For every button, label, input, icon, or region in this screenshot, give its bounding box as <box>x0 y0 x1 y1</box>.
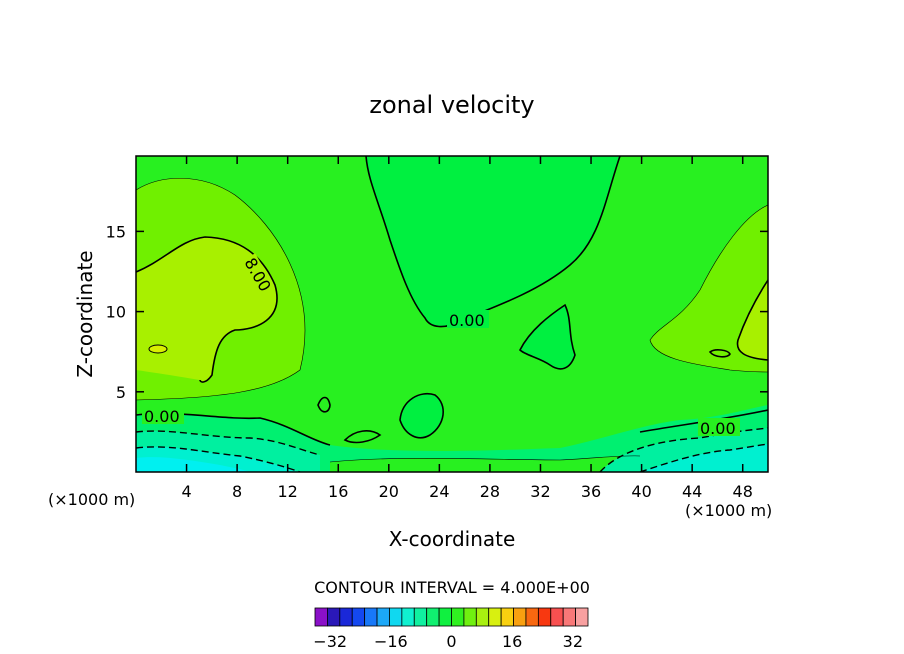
y-tick-label: 10 <box>106 303 126 322</box>
contour-line-neg-8-right <box>639 443 768 472</box>
x-axis-label: X-coordinate <box>389 527 516 551</box>
contour-label-3: 0.00 <box>700 419 736 438</box>
x-tick-label: 40 <box>631 482 651 501</box>
fill-band-8-12-left <box>136 237 277 383</box>
x-tick-label: 44 <box>682 482 702 501</box>
fill-band-12-16-left <box>148 344 168 354</box>
colorbar-swatch <box>463 607 477 627</box>
x-tick-label: 48 <box>733 482 753 501</box>
contour-interval-text: CONTOUR INTERVAL = 4.000E+00 <box>314 578 590 597</box>
colorbar-swatch <box>376 607 390 627</box>
colorbar-swatch <box>413 607 428 627</box>
colorbar-swatch <box>364 607 378 627</box>
contour-label-2: 0.00 <box>144 407 180 426</box>
colorbar-swatch <box>475 607 490 627</box>
fill-band-neg-blob-center <box>400 393 444 438</box>
colorbar-tick-label: −16 <box>374 632 408 651</box>
colorbar-swatch <box>575 607 589 627</box>
contour-lines-negative <box>136 427 768 472</box>
contour-line-zero-blob-right <box>519 303 576 370</box>
fill-band-neg-upper <box>366 156 620 327</box>
contour-plot-area: 0.00 8.00 0.00 0.00 4 8 12 16 20 24 28 32 36 40 44… <box>106 155 769 501</box>
colorbar-tick-label: 16 <box>502 632 522 651</box>
colorbar-swatch <box>339 607 353 627</box>
colorbar-swatch <box>525 607 539 627</box>
colorbar-swatch <box>389 607 403 627</box>
colorbar-swatch <box>500 607 514 627</box>
colorbar-swatch <box>513 607 527 627</box>
fill-band-8-12-right <box>737 280 768 360</box>
contour-line-small-blob-left <box>317 396 331 413</box>
colorbar-swatch <box>488 607 502 627</box>
y-axis-ticks: 5 10 15 <box>106 222 768 402</box>
contour-line-neg-8-left <box>136 446 301 472</box>
contour-line-four-right <box>649 204 768 373</box>
fill-band-neg-16-12-bottom <box>136 457 250 472</box>
x-tick-label: 4 <box>181 482 191 501</box>
x-tick-label: 12 <box>278 482 298 501</box>
contour-line-neg-4-left <box>136 430 321 456</box>
x-tick-label: 20 <box>379 482 399 501</box>
x-tick-label: 16 <box>328 482 348 501</box>
colorbar-swatch <box>537 607 552 627</box>
contour-lines <box>136 156 768 446</box>
colorbar-swatch <box>562 607 576 627</box>
x-tick-label: 36 <box>581 482 601 501</box>
colorbar-swatch <box>550 607 564 627</box>
colorbar-swatch <box>314 607 328 627</box>
fill-band-4-8-right <box>650 205 768 372</box>
contour-line-eight-right <box>736 279 768 361</box>
colorbar-tick-labels: −32 −16 0 16 32 <box>313 632 583 651</box>
x-tick-label: 28 <box>480 482 500 501</box>
x-axis-ticks: 4 8 12 16 20 24 28 32 36 40 44 48 <box>181 156 753 501</box>
x-tick-label: 32 <box>530 482 550 501</box>
colorbar-swatch <box>351 607 366 627</box>
colorbar-tick-label: 0 <box>446 632 456 651</box>
contour-line-four-left <box>136 177 306 401</box>
contour-lines-thin <box>136 177 768 463</box>
colorbar-swatch <box>451 607 465 627</box>
colorbar <box>314 607 589 627</box>
fill-band-neg-blob-right <box>520 305 575 369</box>
x-unit-label-right: (×1000 m) <box>685 501 772 520</box>
colorbar-swatch <box>426 607 440 627</box>
fill-band-neg-12-8-bottom-right <box>640 444 768 472</box>
colorbar-swatch <box>401 607 415 627</box>
colorbar-swatch <box>438 607 452 627</box>
contour-line-small-blob-left-2 <box>343 430 382 444</box>
contour-line-small-blob <box>708 349 731 358</box>
colorbar-tick-label: 32 <box>563 632 583 651</box>
contour-line-four-bottom <box>329 455 641 463</box>
contour-line-eight-left <box>136 236 278 383</box>
x-tick-label: 24 <box>429 482 449 501</box>
colorbar-tick-label: −32 <box>313 632 347 651</box>
contour-line-zero-blob-center <box>399 393 444 439</box>
fill-band-0-4-bottom-mid <box>330 455 640 472</box>
x-tick-label: 8 <box>232 482 242 501</box>
plot-frame <box>135 155 769 473</box>
colorbar-swatch <box>327 607 341 627</box>
y-tick-label: 5 <box>116 383 126 402</box>
contour-label-0: 0.00 <box>449 311 485 330</box>
y-axis-label: Z-coordinate <box>73 250 97 377</box>
x-unit-label-left: (×1000 m) <box>48 490 135 509</box>
chart-title: zonal velocity <box>369 91 534 119</box>
y-tick-label: 15 <box>106 222 126 241</box>
contour-line-neg-4-right <box>599 427 768 472</box>
